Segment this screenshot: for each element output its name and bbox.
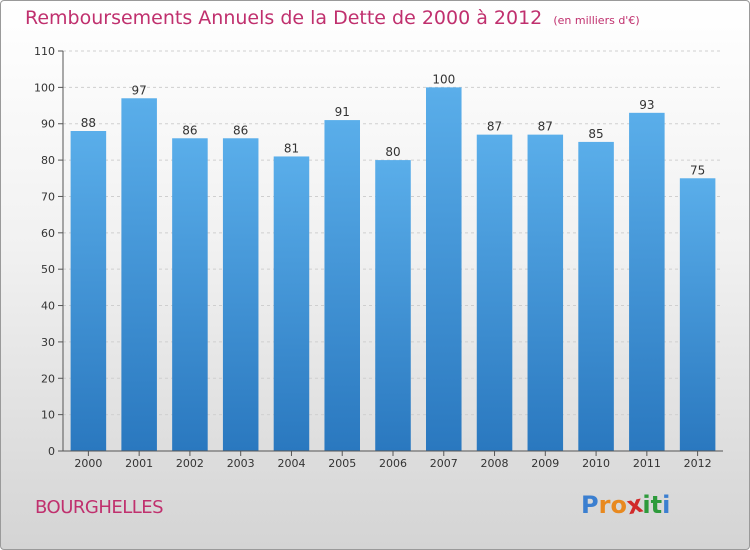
- x-tick-label: 2005: [328, 457, 356, 470]
- bar: [476, 134, 513, 452]
- bar: [578, 141, 614, 451]
- data-label: 93: [639, 98, 654, 112]
- x-tick-label: 2007: [430, 457, 458, 470]
- chart-subtitle: (en milliers d'€): [553, 14, 640, 27]
- y-tick-label: 30: [41, 336, 55, 349]
- bar: [70, 131, 107, 451]
- y-tick-label: 40: [41, 300, 55, 313]
- logo-letter: t: [650, 491, 663, 519]
- y-tick-label: 60: [41, 227, 55, 240]
- y-tick-label: 80: [41, 154, 55, 167]
- bar: [121, 98, 157, 451]
- bars: [70, 87, 716, 452]
- y-tick-label: 70: [41, 190, 55, 203]
- logo-letter: i: [642, 491, 651, 519]
- data-label: 87: [538, 120, 553, 134]
- data-label: 86: [233, 123, 248, 137]
- data-label: 85: [588, 127, 603, 141]
- x-tick-label: 2006: [379, 457, 407, 470]
- bar: [426, 87, 462, 451]
- data-label: 80: [385, 145, 400, 159]
- x-tick-label: 2011: [633, 457, 661, 470]
- x-tick-label: 2003: [227, 457, 255, 470]
- data-label: 81: [284, 141, 299, 155]
- bar: [629, 112, 665, 452]
- logo-letter: r: [598, 491, 611, 519]
- bar: [273, 156, 310, 452]
- bar: [527, 134, 564, 452]
- y-tick-label: 0: [48, 445, 55, 458]
- x-tick-label: 2004: [277, 457, 305, 470]
- data-label: 88: [81, 116, 96, 130]
- data-label: 86: [182, 123, 197, 137]
- data-label: 97: [132, 83, 147, 97]
- data-label: 91: [335, 105, 350, 119]
- commune-name: BOURGHELLES: [35, 497, 164, 518]
- labels: 0 10 20 30 40 50 60 70 80 90 100 110 88 2000 97 2001 86 2…: [34, 45, 712, 470]
- x-tick-label: 2001: [125, 457, 153, 470]
- x-tick-label: 2002: [176, 457, 204, 470]
- y-tick-label: 110: [34, 45, 55, 58]
- bar: [679, 178, 716, 452]
- logo-letter: o: [610, 491, 627, 519]
- proxiti-logo: Proxiti: [581, 490, 671, 521]
- x-tick-label: 2012: [684, 457, 712, 470]
- title-row: Remboursements Annuels de la Dette de 20…: [25, 7, 640, 29]
- y-tick-label: 90: [41, 118, 55, 131]
- y-tick-label: 50: [41, 263, 55, 276]
- y-tick-label: 100: [34, 81, 55, 94]
- bar: [222, 138, 259, 452]
- bar: [375, 160, 411, 451]
- data-label: 87: [487, 120, 502, 134]
- logo-letter: i: [662, 491, 671, 519]
- y-tick-label: 20: [41, 372, 55, 385]
- chart-title: Remboursements Annuels de la Dette de 20…: [25, 7, 543, 29]
- bar: [324, 120, 360, 451]
- bar: [172, 138, 208, 452]
- data-label: 100: [432, 72, 455, 86]
- y-tick-label: 10: [41, 409, 55, 422]
- logo-letter: P: [581, 491, 599, 519]
- x-tick-label: 2010: [582, 457, 610, 470]
- x-tick-label: 2000: [74, 457, 102, 470]
- x-tick-label: 2009: [531, 457, 559, 470]
- data-label: 75: [690, 163, 705, 177]
- axes: [58, 50, 723, 456]
- x-tick-label: 2008: [481, 457, 509, 470]
